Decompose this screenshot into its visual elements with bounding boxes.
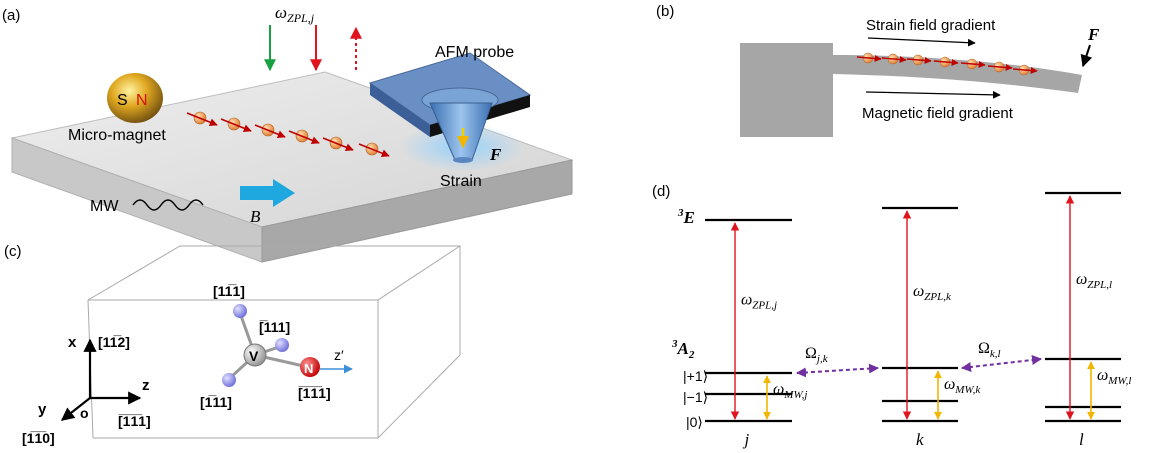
mw-label-k: ωMW,k — [944, 376, 981, 396]
vacancy-atom-top — [233, 304, 247, 318]
omega-zpl-label: ωZPL,j — [275, 3, 315, 25]
atom-v-label: V — [249, 348, 259, 364]
spin-chain — [186, 111, 390, 158]
spin-site — [288, 129, 320, 145]
axis-y-label: y — [38, 401, 47, 418]
spin-site — [987, 61, 1013, 73]
site-l: ωZPL,l ωMW,l l — [1045, 191, 1131, 449]
panel-d-label: (d) — [652, 183, 670, 200]
mw-label-j: ωMW,j — [773, 381, 807, 401]
force-label-b: F — [1087, 25, 1100, 44]
coupling-label: Ωk,l — [978, 340, 1001, 360]
spin-site — [186, 111, 218, 127]
axis-x-label: x — [68, 334, 77, 351]
crystal-box — [87, 245, 461, 439]
cantilever-body — [740, 43, 1082, 137]
micro-magnet — [107, 73, 163, 123]
panel-a: (a) F Strain AFM probe S N Micro-magnet … — [2, 3, 574, 263]
coupling-j-k: Ωj,k — [796, 345, 879, 378]
panel-d: (d) 3E 3A2 |+1⟩ |−1⟩ |0⟩ ωZPL,jωMW,jjωZP… — [652, 183, 1131, 449]
panel-c: (c) V N z′ [11̅1] [̅111] [1̅11] [̅1̅1̅1] — [4, 243, 461, 446]
spin-site — [254, 123, 286, 139]
atom-n-label: N — [304, 361, 313, 376]
coupling-arrow — [961, 355, 1042, 372]
spin-site — [960, 58, 986, 70]
spin-chain-b — [856, 52, 1038, 76]
spin-site — [220, 117, 252, 133]
coordinate-axes — [60, 338, 142, 421]
magnetic-gradient-label: Magnetic field gradient — [862, 105, 1014, 122]
ground-state-label: 3A2 — [671, 338, 695, 361]
site-label-l: l — [1079, 430, 1084, 449]
coupling-label: Ωj,k — [805, 345, 829, 365]
micro-magnet-label: Micro-magnet — [68, 127, 166, 144]
strain-label: Strain — [440, 173, 482, 190]
panel-a-label: (a) — [2, 7, 20, 24]
axis-y-dir: [1̅1̅0] — [22, 430, 55, 446]
spin-site — [322, 136, 354, 152]
spin-site — [906, 54, 932, 66]
spin-site — [933, 56, 959, 68]
site-j: ωZPL,j ωMW,j j — [705, 218, 807, 449]
energy-levels: ωZPL,j ωMW,j j ωZPL,k ωMW,k k ωZPL,l ωMW,l l Ωj,k… — [705, 191, 1131, 449]
field-b-label: B — [250, 207, 261, 226]
excited-state-label: 3E — [677, 207, 695, 227]
site-label-k: k — [916, 430, 924, 449]
coupling-k-l: Ωk,l — [961, 340, 1042, 372]
force-arrow-b — [1080, 44, 1093, 68]
ket-plus1: |+1⟩ — [683, 368, 708, 384]
dir-bottom-label: [1̅11] — [200, 394, 232, 410]
zpl-label-l: ωZPL,l — [1076, 271, 1112, 291]
site-label-j: j — [743, 430, 750, 449]
ket-minus1: |−1⟩ — [683, 389, 708, 405]
afm-probe-label: AFM probe — [435, 44, 514, 61]
dir-n-label: [̅1̅1̅1] — [298, 385, 331, 401]
zprime-label: z′ — [334, 347, 344, 363]
spin-site — [881, 53, 907, 65]
strain-gradient-label: Strain field gradient — [866, 17, 996, 34]
zpl-label-k: ωZPL,k — [913, 283, 952, 303]
strain-gradient-arrow — [867, 37, 976, 47]
panel-c-label: (c) — [4, 243, 22, 260]
ket-zero: |0⟩ — [686, 414, 703, 430]
spin-site — [358, 142, 390, 158]
panel-b-label: (b) — [656, 3, 674, 20]
force-label-a: F — [489, 145, 502, 164]
dir-top-label: [11̅1] — [213, 283, 245, 299]
vacancy-atom-right — [275, 338, 289, 352]
mw-wave-icon — [132, 199, 204, 211]
panel-b: (b) Strain field gradient Magnetic field… — [656, 3, 1100, 137]
site-k: ωZPL,k ωMW,k k — [882, 206, 981, 449]
origin-label: o — [80, 405, 89, 421]
zpl-label-j: ωZPL,j — [741, 292, 777, 312]
vacancy-site — [243, 343, 267, 367]
magnet-s-label: S — [117, 92, 128, 109]
mw-label-l: ωMW,l — [1097, 367, 1131, 387]
axis-z-label: z — [142, 377, 150, 394]
spin-site — [856, 52, 882, 64]
magnet-n-label: N — [136, 92, 148, 109]
axis-z-dir: [̅1̅1̅1] — [118, 413, 151, 429]
dir-right-label: [̅111] — [259, 319, 290, 335]
magnetic-gradient-arrow — [865, 90, 1001, 99]
afm-tip-apex — [453, 157, 473, 163]
vacancy-atom-bottom — [222, 373, 236, 387]
nitrogen-atom — [300, 357, 320, 377]
field-arrow-b — [240, 179, 295, 207]
diamond-slab-side — [261, 159, 573, 263]
axis-x-dir: [11̅2] — [98, 334, 130, 350]
spin-site — [1012, 64, 1038, 76]
coupling-arrow — [796, 363, 879, 378]
afm-cantilever-front — [370, 83, 430, 137]
mw-label: MW — [90, 198, 119, 215]
